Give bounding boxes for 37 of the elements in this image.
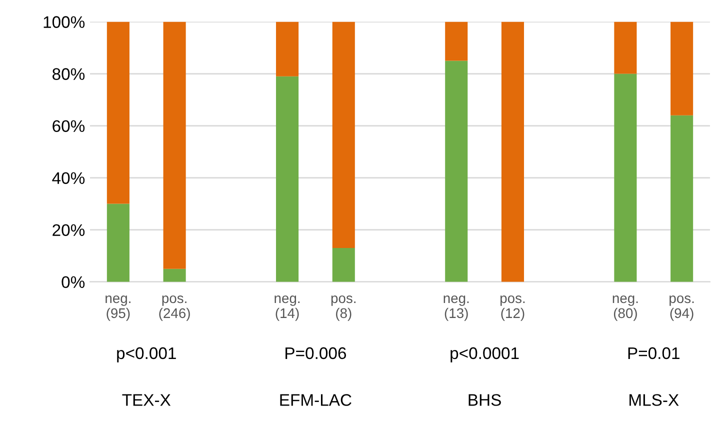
bar (670, 22, 694, 116)
x-tick-label: neg. (13) (444, 296, 469, 321)
bar (332, 22, 355, 248)
bar (445, 60, 468, 282)
y-tick-label: 40% (52, 172, 85, 184)
x-tick-label: neg. (14) (274, 296, 300, 321)
text: P=0.01 (628, 347, 680, 360)
text: EFM-LAC (280, 394, 352, 406)
bar (106, 22, 130, 204)
bar (276, 76, 299, 282)
text: TEX-X (122, 394, 171, 406)
x-tick-label: neg. (80) (612, 296, 638, 321)
text: p<0.001 (117, 347, 176, 362)
x-tick-label: pos. (8) (331, 296, 356, 321)
y-tick-label: 60% (52, 120, 85, 132)
bar (670, 115, 694, 282)
text: P=0.006 (286, 347, 346, 360)
text: p<0.0001 (450, 347, 519, 362)
y-tick-label: 0% (62, 276, 85, 288)
x-tick-label: pos. (12) (500, 296, 525, 321)
y-tick-label: 80% (52, 68, 85, 80)
x-tick-label: pos. (246) (159, 296, 190, 321)
bar (332, 248, 355, 282)
x-tick-label: pos. (94) (670, 296, 694, 321)
y-tick-label: 20% (52, 224, 85, 236)
bar (614, 74, 637, 282)
bar (276, 22, 299, 76)
bar (163, 22, 186, 269)
bar (106, 204, 130, 282)
bar (163, 268, 186, 282)
y-tick-label: 100% (44, 16, 85, 28)
text: MLS-X (630, 394, 679, 406)
x-tick-label: neg. (95) (106, 296, 130, 321)
bar (445, 22, 468, 61)
bar (614, 22, 637, 74)
bar (501, 22, 524, 282)
text: BHS (468, 394, 501, 406)
